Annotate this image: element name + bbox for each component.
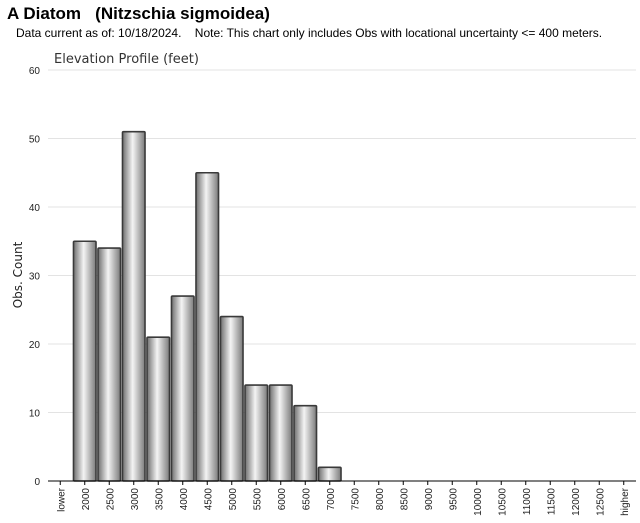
x-tick-label: higher — [620, 487, 631, 515]
axes: 0 10 20 30 40 50 60 lower 2000 2500 3000 3500 4000 45… — [29, 66, 636, 516]
x-tick-label: 12500 — [595, 488, 606, 516]
x-tick-label: 7000 — [326, 488, 337, 511]
y-tick-label: 50 — [29, 135, 41, 146]
y-tick-label: 40 — [29, 203, 41, 214]
x-tick-label: 3000 — [130, 488, 141, 511]
chart-title: Elevation Profile (feet) — [54, 52, 199, 67]
bars — [72, 130, 342, 482]
bar-5500 — [244, 384, 269, 482]
gridlines — [48, 69, 636, 413]
bar-7000 — [317, 466, 342, 482]
x-tick-label: 5000 — [228, 488, 239, 511]
x-tick-label: 10000 — [473, 488, 484, 516]
x-tick-label: 8500 — [399, 488, 410, 511]
x-tick-label: 8000 — [375, 488, 386, 511]
y-axis-label: Obs. Count — [11, 241, 25, 308]
y-tick-label: 10 — [29, 409, 41, 420]
x-tick-label: 11000 — [522, 488, 533, 516]
x-tick-label: 3500 — [154, 488, 165, 511]
x-tick-label: 9500 — [448, 488, 459, 511]
x-tick-label: 11500 — [546, 488, 557, 516]
y-tick-label: 30 — [29, 272, 41, 283]
x-tick-label: 4500 — [203, 488, 214, 511]
bar-4000 — [170, 295, 195, 482]
y-tick-label: 20 — [29, 340, 41, 351]
x-tick-label: 9000 — [424, 488, 435, 511]
x-tick-label: 6000 — [277, 488, 288, 511]
bar-5000 — [219, 315, 244, 482]
bar-4500 — [195, 171, 220, 482]
x-tick-label: 2500 — [105, 488, 116, 511]
bar-6000 — [268, 384, 293, 482]
bar-6500 — [293, 404, 318, 482]
x-tick-label: 7500 — [350, 488, 361, 511]
page-title: A Diatom (Nitzschia sigmoidea) — [7, 4, 270, 23]
data-note: Data current as of: 10/18/2024. Note: Th… — [16, 26, 603, 40]
x-tick-label: lower — [56, 487, 67, 512]
x-tick-label: 5500 — [252, 488, 263, 511]
bar-2000 — [72, 240, 97, 482]
bar-3000 — [121, 130, 146, 482]
bar-3500 — [146, 336, 171, 482]
x-tick-label: 4000 — [179, 488, 190, 511]
x-tick-label: 12000 — [571, 488, 582, 516]
x-tick-label: 6500 — [301, 488, 312, 511]
bar-2500 — [97, 247, 122, 482]
y-tick-label: 0 — [34, 477, 40, 488]
x-tick-label: 10500 — [497, 488, 508, 516]
x-tick-label: 2000 — [81, 488, 92, 511]
y-tick-label: 60 — [29, 66, 41, 77]
